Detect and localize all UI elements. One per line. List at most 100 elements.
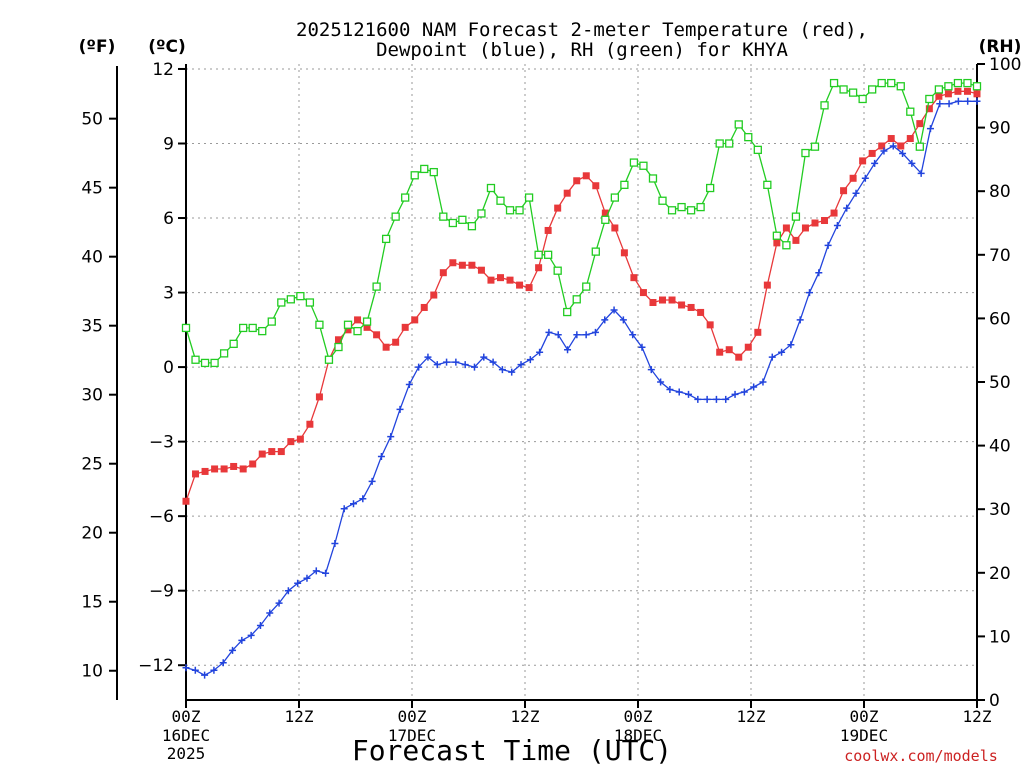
temperature-point xyxy=(963,87,971,95)
temperature-point xyxy=(334,336,342,344)
rh-point xyxy=(591,247,600,256)
dewpoint-point xyxy=(554,331,562,339)
rh-point xyxy=(744,132,753,142)
dewpoint-point xyxy=(685,390,693,398)
credit-text: coolwx.com/models xyxy=(844,747,998,765)
dewpoint-point xyxy=(619,316,627,324)
celsius-tick-label: 0 xyxy=(163,358,174,378)
dewpoint-point xyxy=(815,269,823,277)
dewpoint-point xyxy=(545,328,553,336)
rh-line xyxy=(185,82,978,364)
dewpoint-point xyxy=(768,353,776,361)
temperature-point xyxy=(306,420,314,428)
temperature-point xyxy=(449,259,457,267)
rh-point xyxy=(181,323,191,333)
rh-point xyxy=(829,78,839,88)
rh-point xyxy=(420,164,429,174)
temperature-point xyxy=(620,249,628,257)
dewpoint-point xyxy=(312,567,320,575)
temperature-point xyxy=(477,266,485,274)
temperature-point xyxy=(801,224,809,232)
temperature-point xyxy=(897,142,905,150)
x-tick-date-label: 16DEC xyxy=(162,726,210,745)
dewpoint-point xyxy=(657,378,665,386)
temperature-point xyxy=(821,217,829,225)
rh-point xyxy=(505,206,515,215)
temperature-point xyxy=(287,438,295,446)
dewpoint-point xyxy=(796,316,804,324)
rh-point xyxy=(953,78,963,88)
dewpoint-point xyxy=(191,666,199,674)
dewpoint-point xyxy=(712,395,720,403)
dewpoint-point xyxy=(778,348,786,356)
dewpoint-point xyxy=(470,363,478,371)
rh-point xyxy=(791,212,801,221)
temperature-point xyxy=(878,142,886,150)
rh-tick-label: 90 xyxy=(989,119,1011,139)
rh-point xyxy=(429,167,438,177)
rh-point xyxy=(191,355,200,364)
rh-point xyxy=(820,101,829,110)
temperature-point xyxy=(716,348,724,356)
temperature-point xyxy=(887,135,895,143)
rh-point xyxy=(963,78,972,88)
rh-point xyxy=(563,307,572,317)
temperature-point xyxy=(868,149,876,157)
dewpoint-point xyxy=(740,388,748,396)
rh-point xyxy=(810,142,820,151)
dewpoint-point xyxy=(359,495,367,503)
x-tick-year-label: 2025 xyxy=(167,744,206,763)
temperature-point xyxy=(430,291,438,299)
dewpoint-point xyxy=(396,405,404,413)
rh-axis-unit: (RH) xyxy=(979,37,1022,57)
rh-point xyxy=(715,139,724,148)
temperature-point xyxy=(944,90,952,98)
temperature-point xyxy=(516,281,524,289)
x-tick-date-label: 17DEC xyxy=(388,726,436,745)
x-tick-label: 12Z xyxy=(737,707,766,726)
dewpoint-point xyxy=(331,539,339,547)
rh-point xyxy=(401,193,410,202)
rh-point xyxy=(763,180,772,189)
dewpoint-point xyxy=(675,388,683,396)
temperature-point xyxy=(401,323,409,331)
temperature-point xyxy=(697,308,705,316)
temperature-point xyxy=(468,261,476,269)
dewpoint-point xyxy=(303,574,311,582)
dewpoint-point xyxy=(247,631,255,639)
temperature-point xyxy=(315,393,323,401)
rh-point xyxy=(906,107,915,116)
rh-tick-label: 50 xyxy=(989,373,1011,393)
fahrenheit-tick-label: 35 xyxy=(81,317,103,337)
celsius-axis-unit: (ºC) xyxy=(148,37,186,57)
dewpoint-point xyxy=(322,569,330,577)
fahrenheit-tick-label: 30 xyxy=(81,386,103,406)
dewpoint-line xyxy=(185,100,977,676)
dewpoint-point xyxy=(638,343,646,351)
rh-point xyxy=(343,320,353,329)
temperature-point xyxy=(411,316,419,324)
fahrenheit-tick-label: 45 xyxy=(81,179,103,199)
rh-point xyxy=(601,215,610,224)
temperature-point xyxy=(373,331,381,339)
rh-point xyxy=(896,82,905,91)
dewpoint-point xyxy=(731,390,739,398)
temperature-point xyxy=(649,299,657,306)
dewpoint-point xyxy=(405,380,413,388)
dewpoint-point xyxy=(805,289,813,297)
dewpoint-point xyxy=(573,331,581,339)
dewpoint-point xyxy=(387,433,395,441)
rh-point xyxy=(753,145,762,155)
temperature-point xyxy=(763,281,771,289)
dewpoint-point xyxy=(666,385,674,393)
rh-point xyxy=(696,202,705,212)
celsius-tick-label: −12 xyxy=(138,656,174,676)
dewpoint-point xyxy=(973,97,981,105)
dewpoint-point xyxy=(424,353,432,361)
dewpoint-point xyxy=(340,505,348,513)
dewpoint-point xyxy=(452,358,460,366)
dewpoint-point xyxy=(256,621,264,629)
dewpoint-point xyxy=(508,368,516,376)
dewpoint-point xyxy=(945,100,953,108)
